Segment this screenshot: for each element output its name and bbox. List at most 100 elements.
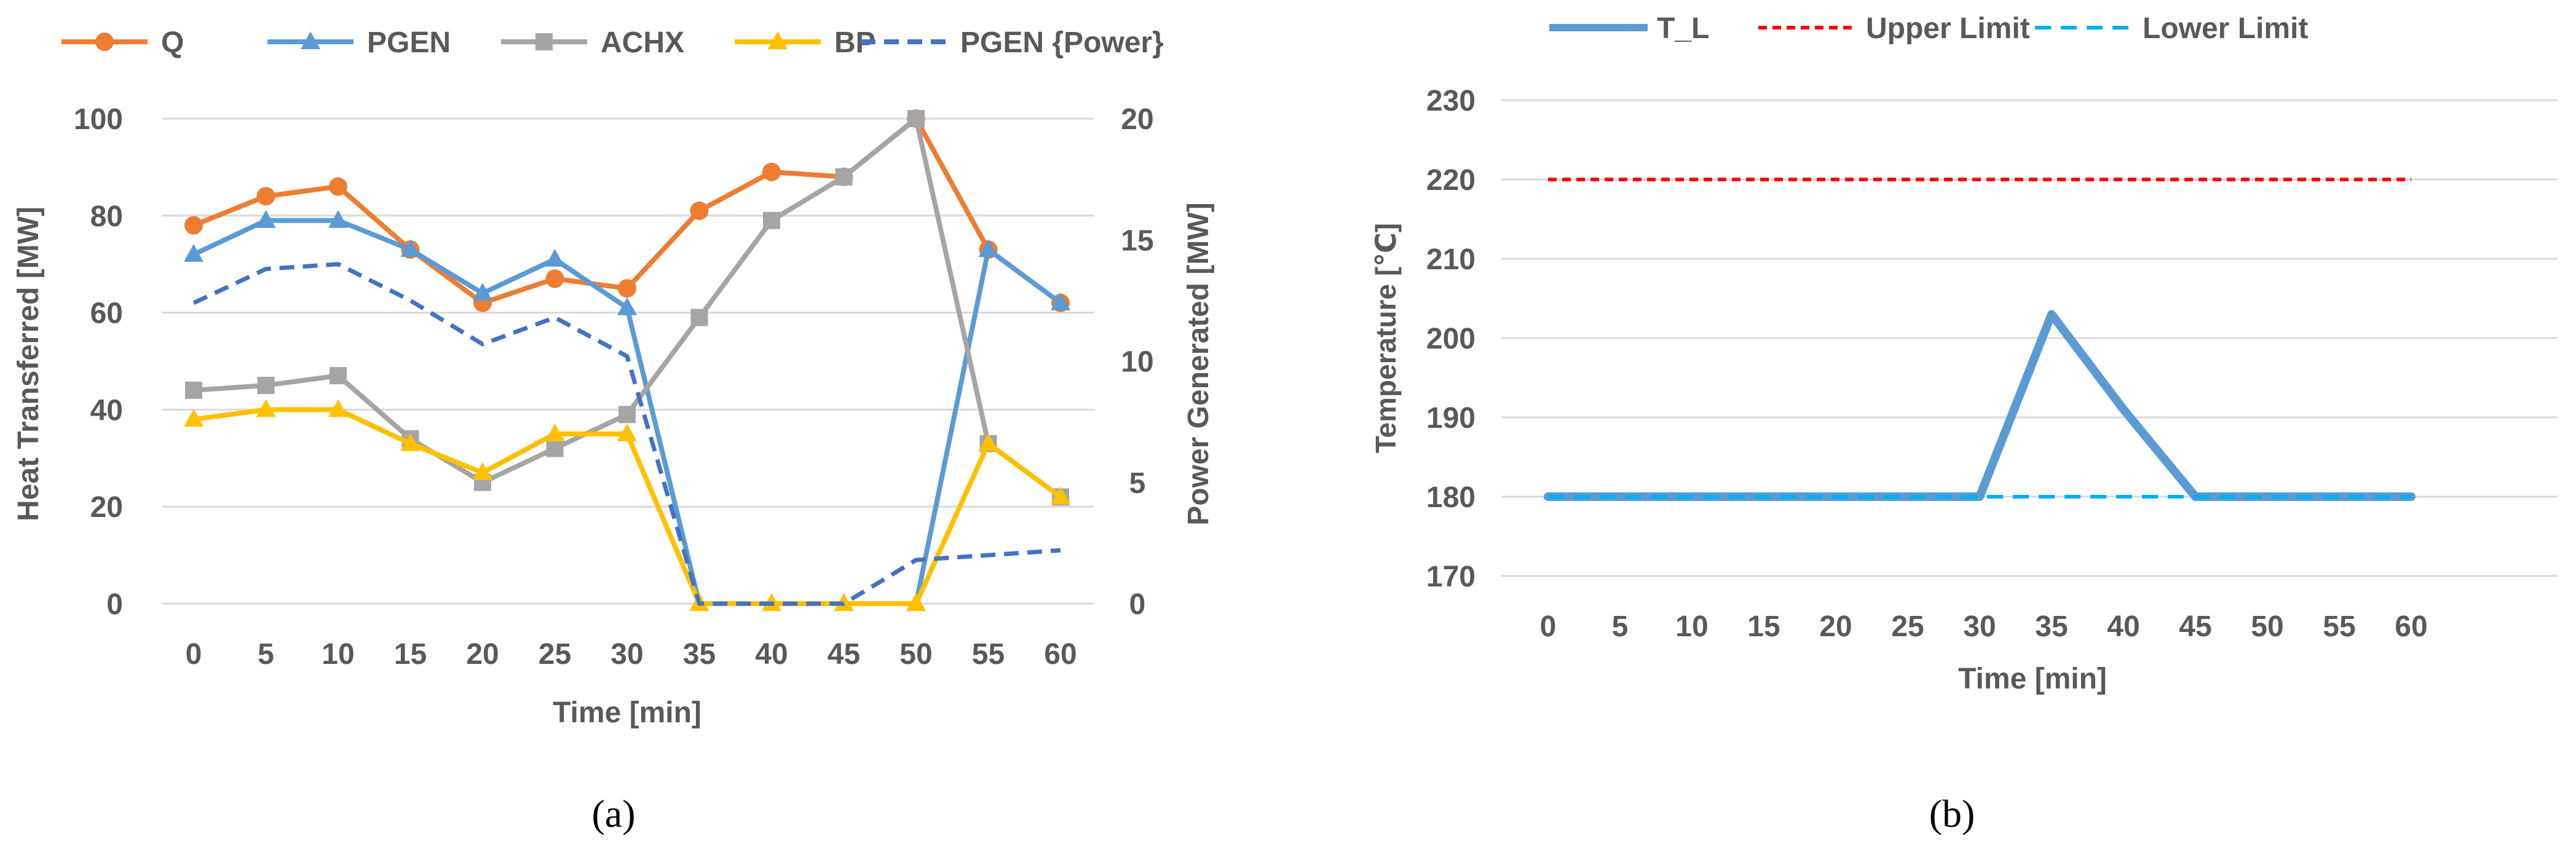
chart-a-y-tick-label: 40 bbox=[90, 394, 123, 427]
data-point bbox=[545, 269, 564, 288]
chart-a-y-tick-label: 0 bbox=[106, 588, 123, 621]
chart-b-x-axis-ticks: 0 5 10 15 20 25 30 35 40 45 50 55 60 bbox=[1540, 610, 2428, 643]
data-point bbox=[2050, 495, 2053, 498]
data-point bbox=[546, 440, 564, 457]
chart-a-x-tick-label: 30 bbox=[610, 638, 643, 671]
chart-b-y-tick-label: 230 bbox=[1426, 85, 1476, 117]
legend-label: ACHX bbox=[601, 26, 684, 59]
data-point bbox=[690, 309, 708, 326]
data-point bbox=[1763, 178, 1765, 181]
data-point bbox=[328, 399, 348, 417]
data-point bbox=[328, 210, 348, 228]
data-point bbox=[185, 381, 202, 399]
chart-a-y2-tick-label: 0 bbox=[1129, 588, 1146, 621]
chart-b-x-tick-label: 35 bbox=[2035, 610, 2068, 643]
data-point bbox=[2122, 178, 2125, 181]
chart-b-x-tick-label: 45 bbox=[2179, 610, 2211, 643]
chart-b-series-lower-limit bbox=[1548, 495, 2412, 499]
data-point bbox=[256, 210, 276, 228]
data-point bbox=[618, 406, 636, 424]
chart-b: T_L Upper Limit Lower Limit 17018019020021… bbox=[1370, 12, 2558, 835]
chart-b-series bbox=[1544, 178, 2416, 501]
data-point bbox=[329, 177, 347, 196]
chart-a-x-tick-label: 35 bbox=[683, 638, 716, 671]
chart-a-x-tick-label: 5 bbox=[258, 638, 274, 671]
chart-a-x-tick-label: 10 bbox=[322, 638, 354, 671]
data-point bbox=[473, 283, 492, 301]
data-point bbox=[545, 423, 565, 441]
chart-b-x-tick-label: 20 bbox=[1819, 610, 1852, 643]
chart-b-y-tick-label: 200 bbox=[1426, 323, 1476, 355]
chart-b-x-tick-label: 55 bbox=[2323, 610, 2355, 643]
legend-swatch-marker bbox=[768, 31, 788, 49]
data-point bbox=[907, 110, 925, 127]
chart-a-y-tick-label: 20 bbox=[90, 491, 123, 524]
chart-a-caption: (a) bbox=[591, 792, 635, 835]
chart-a-x-tick-label: 40 bbox=[755, 638, 788, 671]
chart-a-y2-tick-label: 10 bbox=[1121, 346, 1153, 379]
data-point bbox=[2194, 495, 2197, 498]
data-point bbox=[1835, 178, 1837, 181]
data-point bbox=[184, 243, 203, 262]
data-point bbox=[2122, 408, 2125, 411]
legend-label: Lower Limit bbox=[2143, 12, 2308, 45]
chart-a-legend-item: ACHX bbox=[501, 26, 684, 59]
chart-a-y2-tick-label: 15 bbox=[1121, 224, 1153, 257]
chart-b-y-axis-ticks: 170 180 190 200 210 220 230 bbox=[1426, 85, 1476, 593]
data-point bbox=[2050, 178, 2053, 181]
data-point bbox=[184, 409, 203, 427]
data-point bbox=[978, 239, 998, 258]
data-point bbox=[2410, 495, 2412, 498]
data-point bbox=[2266, 178, 2269, 181]
chart-b-caption: (b) bbox=[1929, 792, 1975, 835]
chart-b-legend-item: Lower Limit bbox=[2035, 12, 2308, 45]
data-point bbox=[2194, 178, 2197, 181]
chart-b-legend-item: Upper Limit bbox=[1758, 12, 2030, 45]
data-point bbox=[690, 201, 709, 220]
chart-a-x-axis-label: Time [min] bbox=[553, 696, 701, 729]
chart-a-y2-tick-label: 20 bbox=[1121, 103, 1153, 136]
chart-b-x-tick-label: 50 bbox=[2251, 610, 2283, 643]
data-point bbox=[1619, 495, 1621, 498]
data-point bbox=[1051, 292, 1070, 310]
data-point bbox=[1906, 495, 1909, 498]
chart-a-x-tick-label: 0 bbox=[186, 638, 202, 671]
chart-a-legend-item: PGEN bbox=[267, 26, 451, 59]
chart-a-legend: Q PGEN ACHX BP PGEN {Power} bbox=[61, 26, 1164, 59]
data-point bbox=[978, 433, 998, 451]
chart-b-series-t-l bbox=[1544, 310, 2416, 501]
data-point bbox=[2338, 178, 2341, 181]
data-point bbox=[906, 593, 926, 611]
legend-label: PGEN {Power} bbox=[960, 26, 1164, 59]
chart-b-gridlines bbox=[1501, 99, 2558, 577]
legend-label: Upper Limit bbox=[1866, 12, 2030, 45]
data-point bbox=[2410, 178, 2412, 181]
legend-swatch-marker bbox=[535, 33, 553, 50]
chart-a-x-tick-label: 60 bbox=[1044, 638, 1077, 671]
data-point bbox=[835, 168, 853, 186]
data-point bbox=[2338, 495, 2341, 498]
chart-a-y-tick-label: 80 bbox=[90, 200, 123, 233]
chart-a-y2-tick-label: 5 bbox=[1129, 467, 1146, 500]
chart-a-y-axis-label: Heat Transferred [MW] bbox=[12, 207, 45, 521]
chart-a-legend-item: Q bbox=[61, 26, 184, 59]
data-point bbox=[400, 433, 421, 451]
chart-b-legend-item: T_L bbox=[1549, 12, 1709, 45]
data-point bbox=[1763, 495, 1765, 498]
chart-b-x-tick-label: 15 bbox=[1747, 610, 1780, 643]
chart-a-x-axis-ticks: 0 5 10 15 20 25 30 35 40 45 50 55 60 bbox=[186, 638, 1077, 671]
chart-a-series-pgen-power- bbox=[192, 262, 1061, 606]
data-point bbox=[2266, 495, 2269, 498]
chart-a-x-tick-label: 55 bbox=[972, 638, 1005, 671]
chart-b-y-tick-label: 180 bbox=[1426, 481, 1476, 514]
data-point bbox=[2050, 313, 2053, 315]
data-point bbox=[545, 248, 565, 267]
data-point bbox=[257, 376, 275, 394]
data-point bbox=[256, 399, 276, 417]
data-point bbox=[1691, 178, 1693, 181]
chart-b-y-axis-label: Temperature [℃] bbox=[1370, 223, 1402, 453]
chart-b-x-tick-label: 40 bbox=[2107, 610, 2139, 643]
data-point bbox=[1835, 495, 1837, 498]
